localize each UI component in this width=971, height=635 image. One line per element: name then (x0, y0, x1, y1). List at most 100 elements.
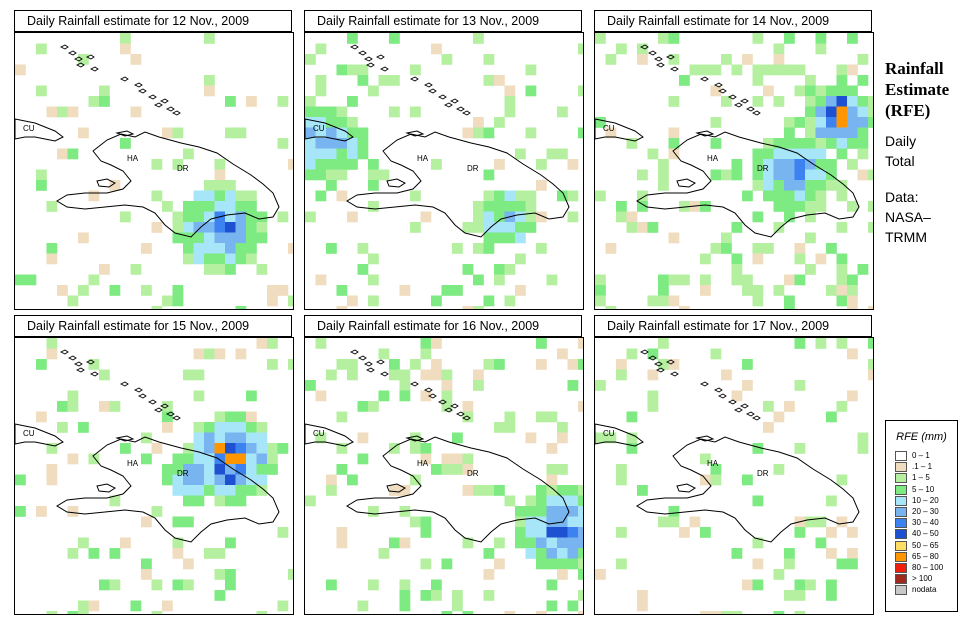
rainfall-cell (836, 295, 848, 307)
rainfall-cell (15, 506, 26, 517)
rainfall-cell (658, 274, 669, 286)
rainfall-cell (410, 64, 421, 76)
rainfall-cell (15, 474, 26, 486)
rainfall-cell (546, 485, 558, 496)
bahamas-island-outline (379, 371, 389, 377)
rainfall-cell (605, 243, 617, 254)
rainfall-cell (794, 180, 806, 191)
rainfall-cell (784, 33, 795, 44)
rainfall-cell (752, 75, 764, 86)
rainfall-cell (225, 243, 236, 254)
rainfall-cell (389, 537, 400, 549)
bahamas-island-outline (665, 54, 675, 60)
rainfall-cell (773, 285, 785, 296)
rainfall-cell (225, 253, 236, 265)
rainfall-cell (225, 190, 236, 202)
legend-item: 1 – 5 (895, 473, 957, 484)
legend-swatch (895, 518, 907, 529)
rainfall-cell (326, 474, 337, 486)
rainfall-cell (836, 474, 848, 486)
rainfall-cell (305, 159, 316, 170)
rainfall-cell (815, 148, 827, 160)
rainfall-cell (389, 443, 400, 454)
rainfall-cell (441, 611, 453, 614)
rainfall-cell (214, 222, 226, 233)
rainfall-cell (256, 432, 268, 444)
country-label-cu: CU (23, 429, 35, 438)
rainfall-cell (752, 33, 764, 44)
rainfall-cell (336, 127, 348, 139)
bahamas-island-outline (653, 361, 663, 367)
rainfall-grid-map: CU HA DR (15, 33, 293, 309)
rainfall-cell (172, 474, 184, 486)
country-label-ha: HA (417, 154, 429, 163)
country-label-dr: DR (177, 469, 189, 478)
rainfall-cell (204, 190, 215, 202)
rainfall-cell (305, 148, 316, 160)
rainfall-cell (515, 211, 526, 223)
rainfall-cell (794, 443, 806, 454)
rainfall-cell (225, 474, 236, 486)
rainfall-cell (172, 295, 184, 307)
rainfall-cell (815, 85, 827, 97)
rainfall-cell (546, 537, 558, 549)
rainfall-cell (246, 253, 257, 265)
legend-label: 80 – 100 (912, 563, 944, 572)
rainfall-cell (836, 127, 848, 139)
rainfall-cell (288, 569, 293, 580)
rainfall-cell (172, 548, 184, 559)
rainfall-cell (315, 85, 327, 97)
rainfall-cell (347, 159, 358, 170)
rainfall-cell (515, 253, 526, 265)
rainfall-cell (214, 422, 226, 433)
rainfall-cell (462, 127, 474, 139)
rainfall-cell (78, 232, 89, 244)
rainfall-cell (525, 127, 537, 139)
rainfall-cell (473, 33, 484, 44)
rainfall-cell (193, 432, 205, 444)
rainfall-cell (315, 43, 327, 55)
rainfall-cell (183, 222, 194, 233)
rainfall-cell (225, 537, 236, 549)
bahamas-island-outline (733, 102, 743, 108)
rainfall-cell (805, 190, 816, 202)
rainfall-cell (256, 264, 268, 275)
rainfall-cell (868, 359, 873, 370)
legend-item: 20 – 30 (895, 507, 957, 518)
rainfall-cell (483, 485, 495, 496)
rainfall-cell (214, 432, 226, 444)
rainfall-cell (315, 432, 327, 444)
rainfall-cell (557, 569, 568, 580)
rainfall-cell (462, 453, 474, 465)
rainfall-cell (462, 537, 474, 549)
rainfall-cell (658, 338, 669, 349)
legend-item: 50 – 65 (895, 540, 957, 552)
rainfall-cell (826, 243, 837, 254)
rainfall-cell (357, 600, 369, 612)
rainfall-cell (452, 600, 463, 612)
rainfall-cell (225, 222, 236, 233)
rainfall-cell (784, 295, 795, 307)
legend-label: nodata (912, 585, 937, 595)
rainfall-cell (868, 222, 873, 233)
rainfall-cell (815, 180, 827, 191)
rainfall-cell (515, 201, 526, 212)
rainfall-cell (88, 274, 100, 286)
rainfall-cell (46, 348, 58, 360)
country-label-dr: DR (177, 164, 189, 173)
rainfall-cell (204, 33, 215, 44)
rainfall-cell (546, 274, 558, 286)
bahamas-island-outline (455, 106, 465, 112)
rainfall-cell (183, 369, 194, 381)
tortuga-island-outline (405, 435, 425, 442)
rainfall-cell (378, 169, 390, 181)
gonave-island-outline (676, 483, 696, 493)
rainfall-cell (494, 201, 505, 212)
bahamas-island-outline (73, 56, 83, 62)
rainfall-cell (204, 85, 215, 97)
rainfall-cell (235, 474, 247, 486)
bahamas-island-outline (669, 66, 679, 72)
rainfall-cell (267, 359, 278, 370)
rainfall-cell (193, 369, 205, 381)
rainfall-cell (605, 432, 617, 444)
